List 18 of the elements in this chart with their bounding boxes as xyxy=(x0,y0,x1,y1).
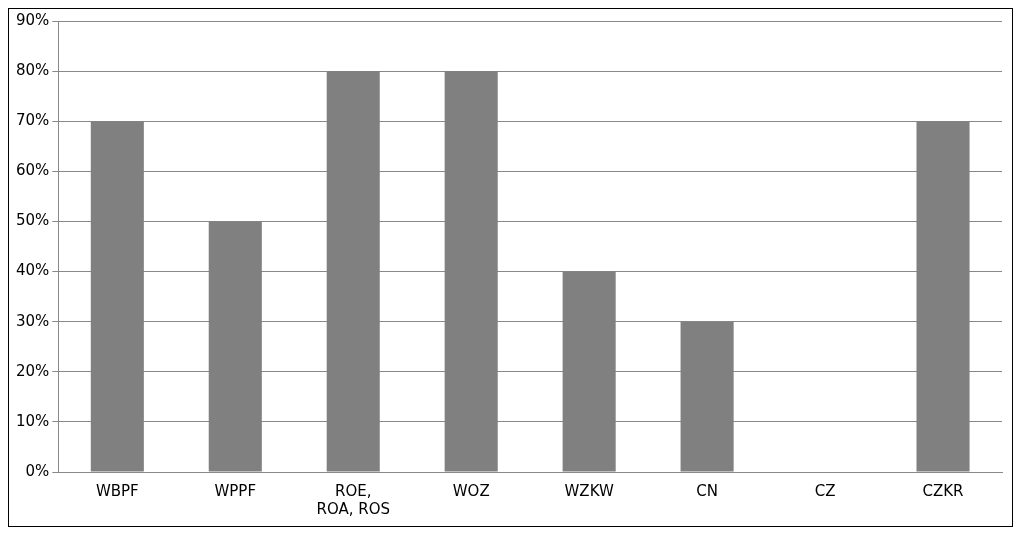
y-tick-label: 10% xyxy=(16,411,50,430)
x-tick-label: CZKR xyxy=(922,481,964,500)
x-tick-label: WPPF xyxy=(214,481,257,500)
y-tick-label: 0% xyxy=(25,461,50,480)
y-tick-label: 90% xyxy=(16,10,50,29)
y-tick-label: 50% xyxy=(16,211,50,230)
x-tick-label: WOZ xyxy=(452,481,490,500)
y-tick-label: 60% xyxy=(16,161,50,180)
y-tick-label: 70% xyxy=(16,111,50,130)
x-tick-label: WZKW xyxy=(564,481,614,500)
y-tick-label: 80% xyxy=(16,61,50,79)
y-tick-label: 40% xyxy=(16,261,50,280)
x-tick-label: CZ xyxy=(814,481,836,500)
x-tick-label: WBPF xyxy=(95,481,139,500)
x-tick-label: ROE, ROA, ROS xyxy=(316,481,390,518)
x-tick-label: CN xyxy=(696,481,718,500)
y-tick-label: 20% xyxy=(16,361,50,380)
y-tick-label: 30% xyxy=(16,311,50,330)
